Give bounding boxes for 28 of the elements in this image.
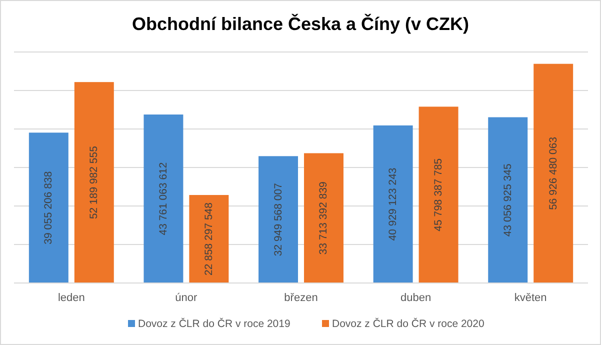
x-tick-label: únor <box>175 292 198 304</box>
bar <box>418 106 458 283</box>
data-label: 45 798 387 785 <box>432 158 445 232</box>
data-label: 39 055 206 838 <box>42 171 55 244</box>
x-tick-label: leden <box>58 292 85 304</box>
data-label: 33 713 392 839 <box>318 181 330 255</box>
bar <box>488 117 528 283</box>
bar <box>373 125 413 283</box>
data-label: 22 858 297 548 <box>202 202 215 276</box>
bar <box>534 64 574 283</box>
x-tick-label: květen <box>514 292 547 304</box>
data-label: 40 929 123 243 <box>387 168 400 241</box>
chart-title: Obchodní bilance Česka a Číny (v CZK) <box>132 13 470 34</box>
bar <box>28 132 68 283</box>
data-label: 43 056 925 345 <box>502 163 514 237</box>
legend-label: Dovoz z ČLR do ČR v roce 2020 <box>332 317 484 330</box>
bar <box>189 194 229 283</box>
data-label: 52 189 982 555 <box>88 146 100 220</box>
data-label: 43 761 063 612 <box>157 162 170 236</box>
data-label: 56 926 480 063 <box>547 136 560 210</box>
bar <box>144 114 184 283</box>
bar <box>258 156 298 283</box>
bar <box>74 82 114 283</box>
legend-label: Dovoz z ČLR do ČR v roce 2019 <box>138 317 290 330</box>
data-label: 32 949 568 007 <box>272 182 284 256</box>
bar <box>304 153 344 283</box>
x-tick-label: březen <box>284 292 318 304</box>
x-tick-label: duben <box>400 292 432 304</box>
